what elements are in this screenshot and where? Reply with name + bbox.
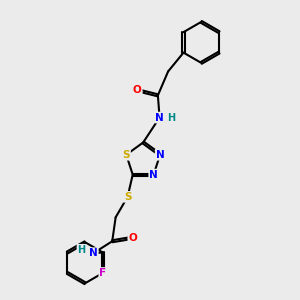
Text: O: O (128, 233, 137, 243)
Text: N: N (155, 112, 164, 122)
Text: H: H (167, 112, 175, 122)
Text: O: O (133, 85, 142, 95)
Text: H: H (77, 245, 86, 255)
Text: N: N (89, 248, 98, 258)
Text: N: N (156, 150, 164, 160)
Text: S: S (122, 150, 130, 160)
Text: S: S (124, 192, 131, 202)
Text: F: F (99, 268, 106, 278)
Text: N: N (149, 169, 158, 180)
